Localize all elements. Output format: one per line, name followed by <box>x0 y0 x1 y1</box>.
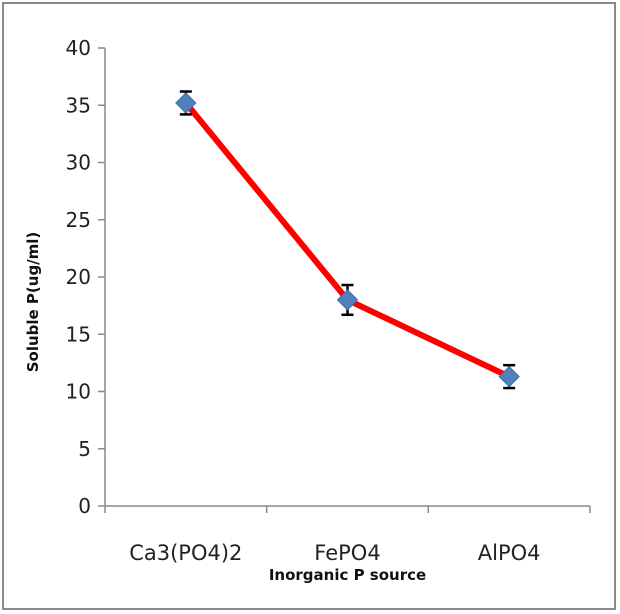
y-tick-label: 15 <box>66 322 91 346</box>
y-tick-label: 40 <box>66 36 91 60</box>
x-axis-title: Inorganic P source <box>269 566 426 584</box>
y-tick-label: 30 <box>66 151 91 175</box>
chart-axes <box>104 48 590 507</box>
y-tick-label: 0 <box>78 494 91 518</box>
y-tick-label: 25 <box>66 208 91 232</box>
y-ticks: 0 5 10 15 20 25 30 35 40 <box>66 36 105 518</box>
series-line <box>182 99 513 380</box>
data-point-marker <box>498 365 520 388</box>
y-axis-title: Soluble P(ug/ml) <box>24 232 42 373</box>
y-tick-label: 10 <box>66 380 91 404</box>
data-point-marker <box>336 289 359 311</box>
x-category-label: AlPO4 <box>478 541 541 565</box>
y-tick-label: 20 <box>66 265 91 289</box>
y-tick-label: 5 <box>78 437 91 461</box>
x-ticks: Ca3(PO4)2 FePO4 AlPO4 <box>104 506 591 565</box>
x-category-label: Ca3(PO4)2 <box>129 541 242 565</box>
data-point-marker <box>175 92 197 114</box>
x-category-label: FePO4 <box>314 541 380 565</box>
series-group <box>175 90 520 390</box>
y-tick-label: 35 <box>66 93 91 117</box>
